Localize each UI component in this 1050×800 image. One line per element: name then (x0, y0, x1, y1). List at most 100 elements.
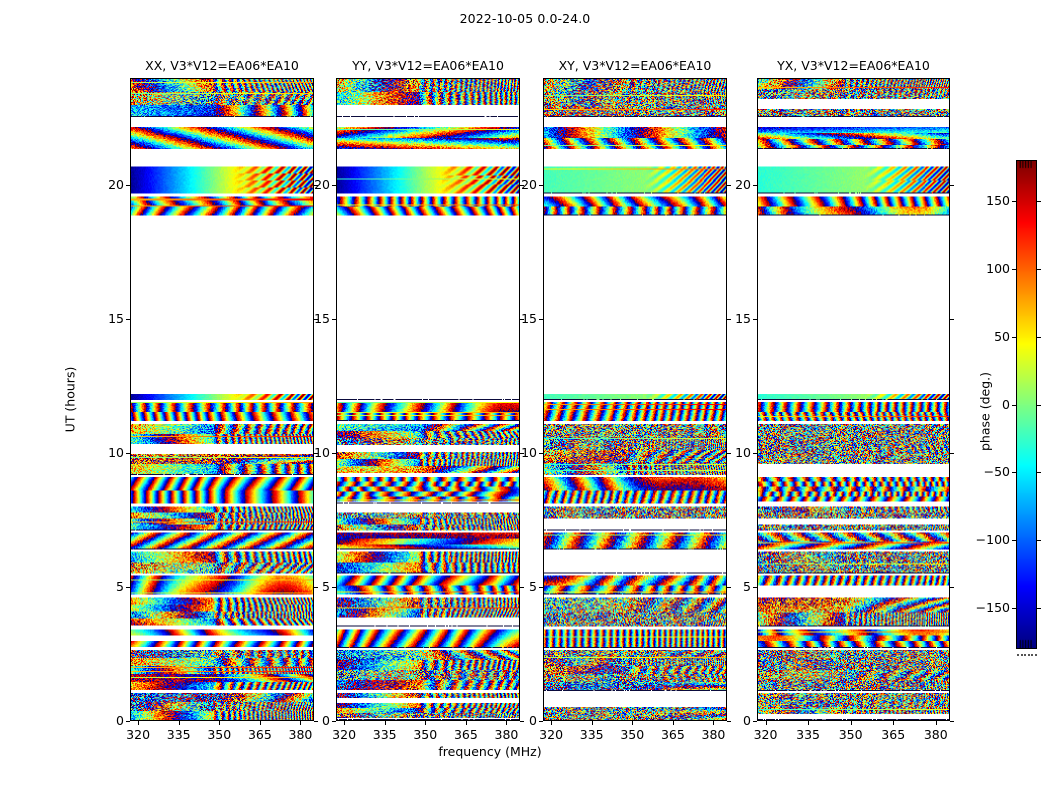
x-tick-label: 335 (579, 727, 604, 742)
colorbar-tick-mark (1012, 540, 1016, 541)
y-tick-mark (753, 453, 757, 454)
colorbar-tick-mark (1037, 608, 1041, 609)
heatmap-panel-xy[interactable] (543, 78, 727, 721)
y-tick-label: 15 (521, 311, 537, 326)
y-tick-mark (727, 453, 731, 454)
x-tick-mark (672, 721, 674, 725)
y-tick-mark (314, 453, 318, 454)
y-tick-label: 15 (314, 311, 330, 326)
colorbar-tick-mark (1037, 337, 1041, 338)
x-tick-label: 380 (701, 727, 726, 742)
y-tick-mark (950, 587, 954, 588)
colorbar-tick-label: 150 (986, 193, 1010, 208)
y-tick-mark (539, 453, 543, 454)
x-tick-mark (893, 721, 895, 725)
colorbar-tick-mark (1037, 201, 1041, 202)
x-tick-mark (935, 721, 937, 725)
colorbar-tick-mark (1012, 201, 1016, 202)
x-tick-mark (465, 721, 467, 725)
x-tick-label: 365 (453, 727, 478, 742)
y-tick-mark (314, 185, 318, 186)
x-tick-label: 320 (126, 727, 151, 742)
y-tick-mark (332, 587, 336, 588)
panel-title-yx: YX, V3*V12=EA06*EA10 (777, 58, 930, 73)
y-tick-label: 0 (743, 713, 751, 728)
x-axis-label: frequency (MHz) (438, 744, 542, 759)
y-tick-label: 20 (521, 177, 537, 192)
y-tick-label: 0 (322, 713, 330, 728)
x-tick-label: 380 (923, 727, 948, 742)
y-tick-mark (950, 185, 954, 186)
y-tick-mark (314, 721, 318, 722)
x-tick-label: 365 (881, 727, 906, 742)
x-tick-mark (713, 721, 715, 725)
colorbar-tick-mark (1012, 337, 1016, 338)
y-tick-mark (126, 587, 130, 588)
y-tick-mark (753, 319, 757, 320)
y-tick-label: 5 (743, 579, 751, 594)
y-tick-mark (539, 721, 543, 722)
heatmap-panel-yy[interactable] (336, 78, 520, 721)
heatmap-panel-yx[interactable] (757, 78, 950, 721)
x-tick-label: 350 (207, 727, 232, 742)
colorbar-tick-mark (1012, 269, 1016, 270)
colorbar-tick-mark (1012, 405, 1016, 406)
x-tick-mark (506, 721, 508, 725)
x-tick-mark (632, 721, 634, 725)
y-tick-mark (520, 453, 524, 454)
y-tick-mark (520, 319, 524, 320)
x-tick-label: 335 (166, 727, 191, 742)
y-tick-label: 10 (108, 445, 124, 460)
y-tick-mark (332, 721, 336, 722)
y-tick-label: 20 (314, 177, 330, 192)
x-tick-mark (138, 721, 140, 725)
panel-title-yy: YY, V3*V12=EA06*EA10 (352, 58, 504, 73)
colorbar-tick-label: −150 (975, 600, 1010, 615)
y-tick-label: 5 (529, 579, 537, 594)
colorbar-tick-mark (1012, 608, 1016, 609)
x-tick-label: 350 (620, 727, 645, 742)
x-tick-label: 350 (838, 727, 863, 742)
x-tick-mark (178, 721, 180, 725)
colorbar-tick-label: 100 (986, 261, 1010, 276)
y-tick-mark (539, 319, 543, 320)
y-tick-mark (126, 185, 130, 186)
y-tick-mark (332, 319, 336, 320)
y-tick-mark (950, 453, 954, 454)
y-tick-mark (727, 587, 731, 588)
x-tick-mark (300, 721, 302, 725)
y-axis-label: UT (hours) (62, 366, 78, 433)
y-tick-label: 0 (529, 713, 537, 728)
x-tick-mark (808, 721, 810, 725)
panel-title-xy: XY, V3*V12=EA06*EA10 (558, 58, 712, 73)
y-tick-mark (520, 721, 524, 722)
y-tick-label: 5 (322, 579, 330, 594)
colorbar-tick-label: 0 (1002, 397, 1010, 412)
x-tick-mark (259, 721, 261, 725)
y-tick-mark (950, 319, 954, 320)
y-tick-mark (520, 185, 524, 186)
y-tick-mark (314, 587, 318, 588)
y-tick-label: 15 (108, 311, 124, 326)
y-tick-mark (727, 319, 731, 320)
colorbar-tick-mark (1037, 472, 1041, 473)
colorbar-tick-label: −100 (975, 532, 1010, 547)
y-tick-mark (314, 319, 318, 320)
y-tick-label: 10 (521, 445, 537, 460)
y-tick-mark (950, 721, 954, 722)
y-tick-label: 10 (314, 445, 330, 460)
y-tick-mark (727, 185, 731, 186)
x-tick-mark (425, 721, 427, 725)
x-tick-mark (591, 721, 593, 725)
y-tick-label: 10 (735, 445, 751, 460)
colorbar-tick-mark (1037, 405, 1041, 406)
x-tick-mark (344, 721, 346, 725)
x-tick-label: 320 (539, 727, 564, 742)
x-tick-mark (219, 721, 221, 725)
colorbar-tick-mark (1037, 269, 1041, 270)
y-tick-mark (539, 185, 543, 186)
y-tick-label: 5 (116, 579, 124, 594)
y-tick-mark (332, 453, 336, 454)
heatmap-panel-xx[interactable] (130, 78, 314, 721)
